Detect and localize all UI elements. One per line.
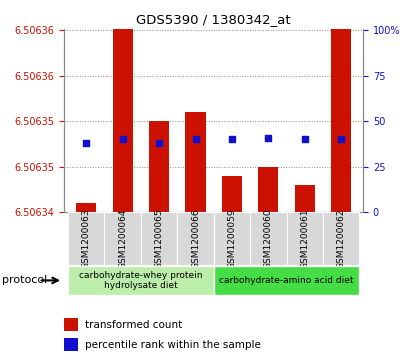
Text: carbohydrate-amino acid diet: carbohydrate-amino acid diet — [220, 276, 354, 285]
Bar — [76, 203, 96, 212]
Text: GSM1200066: GSM1200066 — [191, 208, 200, 269]
Point — [302, 136, 308, 142]
Text: GSM1200061: GSM1200061 — [300, 208, 309, 269]
Bar — [331, 21, 351, 212]
Point — [156, 140, 162, 146]
Bar — [64, 338, 78, 351]
FancyBboxPatch shape — [68, 212, 105, 265]
Text: GSM1200063: GSM1200063 — [82, 208, 91, 269]
FancyBboxPatch shape — [214, 266, 359, 295]
Text: GSM1200060: GSM1200060 — [264, 208, 273, 269]
Point — [338, 136, 344, 142]
Title: GDS5390 / 1380342_at: GDS5390 / 1380342_at — [137, 13, 291, 26]
Bar — [112, 0, 133, 212]
Point — [83, 140, 90, 146]
FancyBboxPatch shape — [105, 212, 141, 265]
Text: protocol: protocol — [2, 276, 47, 285]
Bar — [295, 185, 315, 212]
FancyBboxPatch shape — [141, 212, 177, 265]
Point — [192, 136, 199, 142]
Point — [119, 136, 126, 142]
Bar — [149, 121, 169, 212]
Bar — [259, 167, 278, 212]
Point — [265, 135, 272, 140]
Text: GSM1200062: GSM1200062 — [337, 208, 346, 269]
Text: carbohydrate-whey protein
hydrolysate diet: carbohydrate-whey protein hydrolysate di… — [79, 271, 203, 290]
Text: transformed count: transformed count — [85, 320, 183, 330]
Text: GSM1200059: GSM1200059 — [227, 208, 237, 269]
Point — [229, 136, 235, 142]
FancyBboxPatch shape — [177, 212, 214, 265]
FancyBboxPatch shape — [250, 212, 287, 265]
FancyBboxPatch shape — [323, 212, 359, 265]
FancyBboxPatch shape — [287, 212, 323, 265]
Text: GSM1200065: GSM1200065 — [154, 208, 164, 269]
Bar — [186, 112, 205, 212]
Text: percentile rank within the sample: percentile rank within the sample — [85, 340, 261, 350]
Bar — [222, 176, 242, 212]
Text: GSM1200064: GSM1200064 — [118, 208, 127, 269]
FancyBboxPatch shape — [214, 212, 250, 265]
FancyBboxPatch shape — [68, 266, 214, 295]
Bar — [64, 318, 78, 331]
